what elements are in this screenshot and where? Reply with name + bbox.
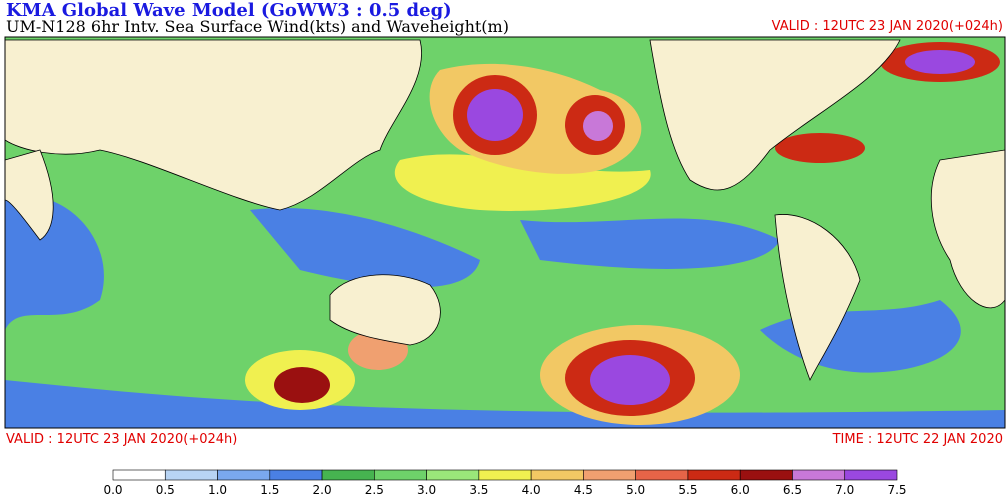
colorbar-label: 2.0	[313, 483, 332, 496]
colorbar-label: 5.0	[626, 483, 645, 496]
colorbar-label: 4.5	[574, 483, 593, 496]
colorbar-label: 4.0	[522, 483, 541, 496]
colorbar-label: 3.5	[469, 483, 488, 496]
colorbar-box	[478, 469, 532, 481]
colorbar-label: 0.0	[103, 483, 122, 496]
colorbar-label: 1.5	[260, 483, 279, 496]
colorbar: 0.0 0.5 1.0 1.5 2.0 2.5 3.0 3.5 4.0 4.5 5.0 5.5 6.0 6…	[103, 469, 907, 497]
colorbar-box	[321, 469, 375, 481]
colorbar-label: 7.0	[835, 483, 854, 496]
map-frame	[4, 36, 1006, 429]
colorbar-label: 1.0	[208, 483, 227, 496]
colorbar-box	[635, 469, 689, 481]
colorbar-box	[530, 469, 584, 481]
field	[775, 133, 865, 163]
colorbar-label: 3.0	[417, 483, 436, 496]
title: KMA Global Wave Model (GoWW3 : 0.5 deg)	[6, 0, 452, 21]
subtitle: UM-N128 6hr Intv. Sea Surface Wind(kts) …	[6, 17, 509, 36]
colorbar-label: 0.5	[156, 483, 175, 496]
colorbar-box	[426, 469, 480, 481]
colorbar-label: 6.5	[783, 483, 802, 496]
colorbar-label: 7.5	[887, 483, 906, 496]
land	[329, 274, 441, 346]
field	[5, 196, 104, 330]
colorbar-label: 6.0	[731, 483, 750, 496]
colorbar-box	[583, 469, 636, 481]
land	[930, 149, 1005, 309]
colorbar-box	[844, 469, 898, 481]
land	[774, 214, 861, 381]
colorbar-label: 2.5	[365, 483, 384, 496]
field	[905, 50, 975, 74]
field	[394, 154, 651, 211]
land	[649, 39, 901, 191]
field	[250, 208, 480, 288]
land	[5, 149, 54, 241]
valid-time: VALID : 12UTC 23 JAN 2020(+024h)	[772, 19, 1003, 34]
footer-valid: VALID : 12UTC 23 JAN 2020(+024h)	[6, 432, 237, 447]
colorbar-box	[374, 469, 427, 481]
field	[467, 89, 523, 141]
field	[520, 218, 780, 269]
land	[5, 39, 422, 211]
map	[4, 36, 1006, 429]
colorbar-box	[217, 469, 271, 481]
field	[583, 111, 613, 141]
colorbar-box	[687, 469, 741, 481]
colorbar-box	[739, 469, 793, 481]
field	[590, 355, 670, 405]
footer-time: TIME : 12UTC 22 JAN 2020	[832, 432, 1003, 447]
colorbar-label: 5.5	[678, 483, 697, 496]
field	[5, 380, 1005, 428]
colorbar-box	[269, 469, 323, 481]
field	[274, 367, 330, 403]
colorbar-box	[164, 469, 218, 481]
colorbar-box	[112, 469, 166, 481]
colorbar-box	[792, 469, 846, 481]
